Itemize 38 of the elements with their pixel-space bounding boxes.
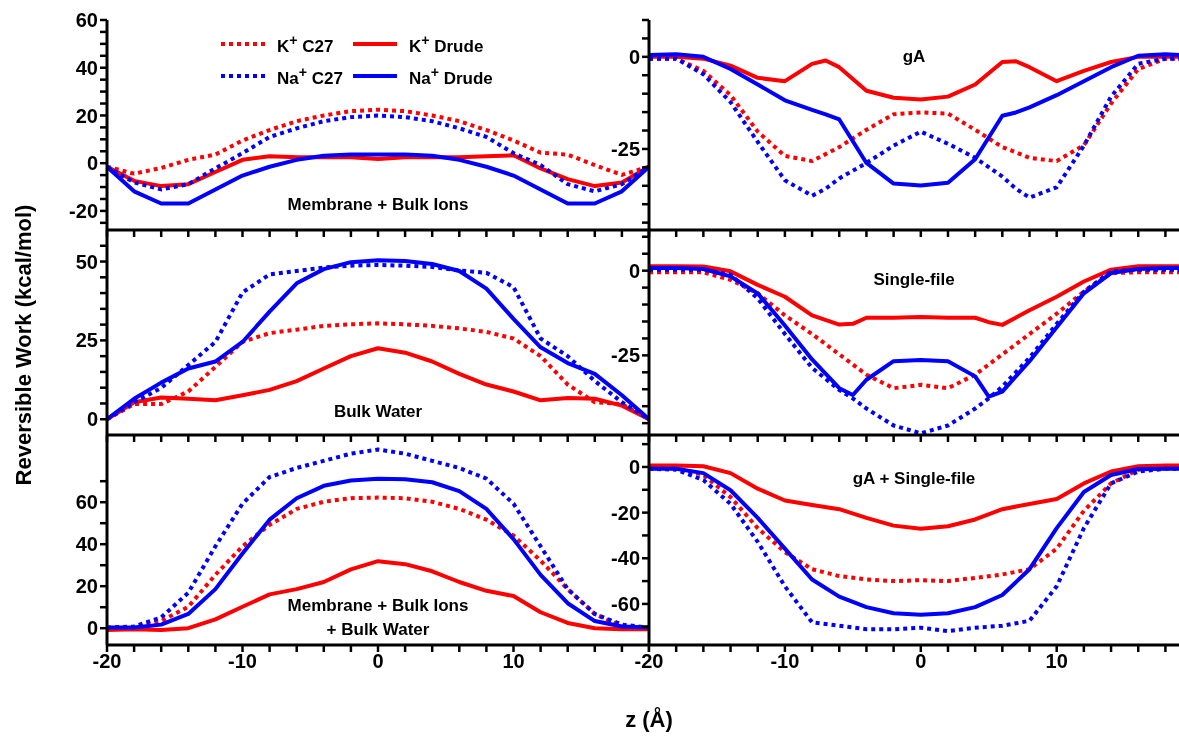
y-tick-label: 0 <box>86 152 98 175</box>
y-tick-label: 0 <box>628 259 640 282</box>
x-tick-label: 0 <box>372 650 384 673</box>
y-tick-label: -40 <box>611 547 640 570</box>
x-tick-label: 10 <box>502 650 525 673</box>
y-tick-label: 50 <box>75 250 98 273</box>
y-tick-label: -20 <box>611 501 640 524</box>
y-tick-label: 0 <box>628 456 640 479</box>
y-tick-label: 0 <box>86 617 98 640</box>
y-tick-label: 40 <box>75 56 98 79</box>
legend-label: Na$^{+}$ Drude <box>408 63 493 89</box>
y-tick-label: -25 <box>611 344 640 367</box>
annotation: gA + Single-file <box>852 468 976 491</box>
legend-label: K$^{+}$ C27 <box>277 31 334 57</box>
x-tick-label: -10 <box>770 650 800 673</box>
y-tick-label: 25 <box>75 329 98 352</box>
y-tick-label: 0 <box>628 45 640 68</box>
x-tick-label: 10 <box>1045 650 1068 673</box>
y-tick-label: 0 <box>86 408 98 431</box>
annotation: Membrane + Bulk Ions + Bulk Water <box>287 594 469 641</box>
y-tick-label: -20 <box>69 200 98 223</box>
x-tick-label: -10 <box>228 650 257 673</box>
y-tick-label: 20 <box>75 104 98 127</box>
x-tick-label: 0 <box>915 650 927 673</box>
y-tick-label: -60 <box>611 593 640 616</box>
y-tick-label: 20 <box>75 575 98 598</box>
annotation: Single-file <box>873 269 955 291</box>
legend-label: K$^{+}$ Drude <box>408 31 484 57</box>
annotation: gA <box>902 45 926 68</box>
y-tick-label: -25 <box>611 138 640 161</box>
y-tick-label: 60 <box>75 491 98 514</box>
legend-label: Na$^{+}$ C27 <box>277 63 343 89</box>
y-tick-label: 60 <box>75 9 98 32</box>
y-tick-label: 40 <box>75 533 98 556</box>
x-axis-title: z (Å) <box>625 707 673 733</box>
annotation: Membrane + Bulk Ions <box>287 193 469 216</box>
annotation: Bulk Water <box>333 401 423 424</box>
y-axis-title: Reversible Work (kcal/mol) <box>11 204 37 486</box>
